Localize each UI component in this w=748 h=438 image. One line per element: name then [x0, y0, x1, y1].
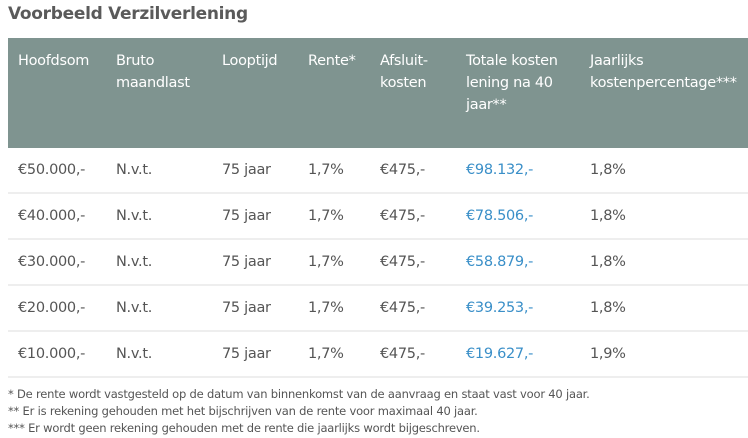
table-cell: N.v.t. — [106, 331, 212, 378]
table-cell: N.v.t. — [106, 239, 212, 286]
table-cell: €475,- — [370, 331, 456, 378]
header-rente: Rente* — [298, 38, 370, 148]
page-title: Voorbeeld Verzilverlening — [8, 4, 248, 24]
table-cell: 75 jaar — [212, 193, 298, 240]
table-cell: 75 jaar — [212, 148, 298, 194]
table-cell: €475,- — [370, 239, 456, 286]
table-cell: 75 jaar — [212, 285, 298, 332]
table-cell: €475,- — [370, 285, 456, 332]
table-cell: €30.000,- — [8, 239, 106, 286]
loan-example-table: Hoofdsom Bruto maandlast Looptijd Rente*… — [8, 38, 748, 378]
table-cell: €39.253,- — [456, 285, 580, 332]
table-cell: €40.000,- — [8, 193, 106, 240]
footnote: ** Er is rekening gehouden met het bijsc… — [8, 404, 478, 418]
header-jkp: Jaarlijks kostenpercentage*** — [580, 38, 748, 148]
table-row: €50.000,- N.v.t. 75 jaar 1,7% €475,- €98.132,… — [8, 148, 748, 194]
table-cell: €58.879,- — [456, 239, 580, 286]
table-row: €40.000,- N.v.t. 75 jaar 1,7% €475,- €78.506,… — [8, 193, 748, 240]
table-cell: €50.000,- — [8, 148, 106, 194]
table-cell: 1,7% — [298, 331, 370, 378]
table-cell: 75 jaar — [212, 331, 298, 378]
table-cell: €20.000,- — [8, 285, 106, 332]
table-cell: 1,7% — [298, 148, 370, 194]
table-row: €20.000,- N.v.t. 75 jaar 1,7% €475,- €39.253,… — [8, 285, 748, 332]
table-cell: 1,7% — [298, 285, 370, 332]
table-cell: €10.000,- — [8, 331, 106, 378]
table-cell: €19.627,- — [456, 331, 580, 378]
table-cell: 1,8% — [580, 148, 748, 194]
table-row: €10.000,- N.v.t. 75 jaar 1,7% €475,- €19.627,… — [8, 331, 748, 378]
table-cell: N.v.t. — [106, 285, 212, 332]
table-row: €30.000,- N.v.t. 75 jaar 1,7% €475,- €58.879,… — [8, 239, 748, 286]
header-totale-kosten: Totale kosten lening na 40 jaar** — [456, 38, 580, 148]
table-cell: N.v.t. — [106, 148, 212, 194]
table-header-row: Hoofdsom Bruto maandlast Looptijd Rente*… — [8, 38, 748, 148]
table-cell: 1,7% — [298, 239, 370, 286]
footnote: *** Er wordt geen rekening gehouden met … — [8, 421, 480, 435]
table-cell: 1,8% — [580, 285, 748, 332]
table-cell: 1,7% — [298, 193, 370, 240]
header-afsluitkosten: Afsluit-kosten — [370, 38, 456, 148]
table-cell: €475,- — [370, 148, 456, 194]
header-bruto-maandlast: Bruto maandlast — [106, 38, 212, 148]
table-cell: 1,9% — [580, 331, 748, 378]
table-cell: 1,8% — [580, 193, 748, 240]
table-cell: 75 jaar — [212, 239, 298, 286]
header-looptijd: Looptijd — [212, 38, 298, 148]
table-cell: N.v.t. — [106, 193, 212, 240]
table-cell: 1,8% — [580, 239, 748, 286]
header-hoofdsom: Hoofdsom — [8, 38, 106, 148]
table-cell: €98.132,- — [456, 148, 580, 194]
table-cell: €78.506,- — [456, 193, 580, 240]
table-cell: €475,- — [370, 193, 456, 240]
footnote: * De rente wordt vastgesteld op de datum… — [8, 387, 590, 401]
footnotes: * De rente wordt vastgesteld op de datum… — [8, 386, 590, 437]
